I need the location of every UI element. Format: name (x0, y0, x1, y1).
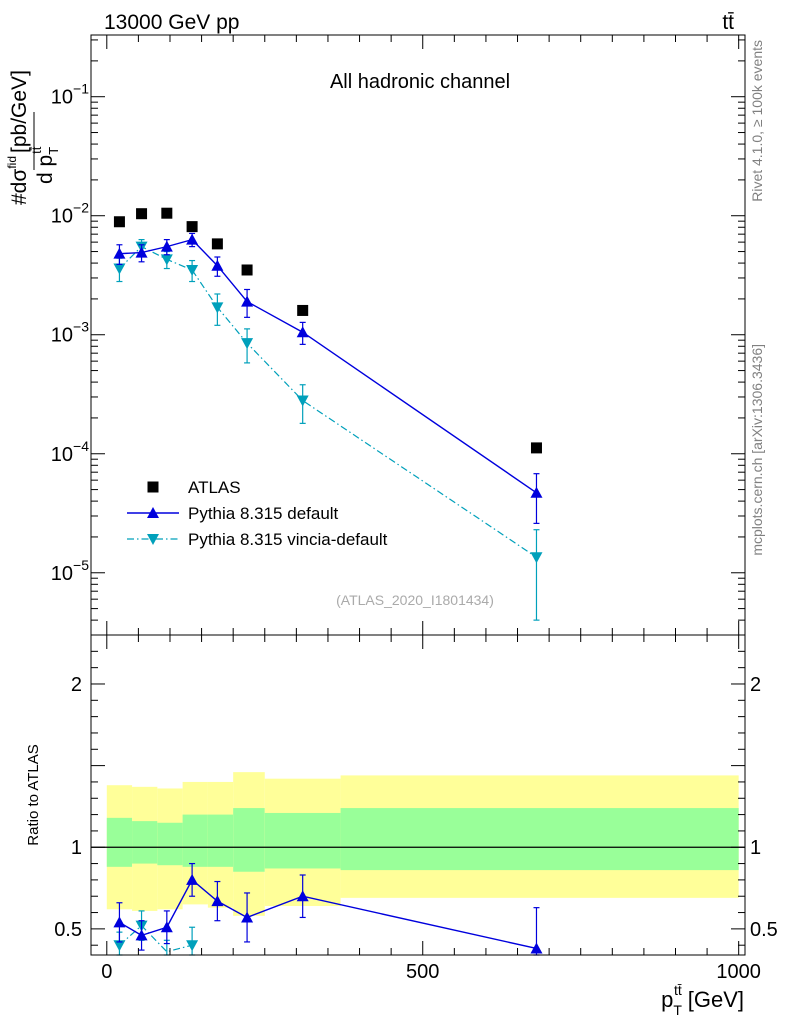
series-default-point (530, 486, 543, 498)
ratio-band-inner (106, 817, 133, 867)
series-atlas-point (297, 304, 309, 316)
ratio-default-point (186, 873, 199, 885)
main-panel: 10−1 10−2 10−3 10−4 10−5 All hadronic channe… (51, 34, 746, 636)
ratio-default-line (119, 878, 537, 950)
series-atlas-point (136, 208, 148, 220)
energy-label: 13000 GeV pp (104, 11, 239, 34)
y-label-denominator: d p (34, 155, 57, 184)
y-label-unit: [pb/GeV] (8, 70, 31, 153)
legend-atlas-marker (147, 481, 159, 493)
series-vincia-point (530, 552, 543, 564)
series-default-point (296, 326, 309, 338)
svg-text:#dσfid[pb/GeV]: #dσfid [pb/GeV] (5, 70, 31, 205)
ratio-default-point (113, 916, 126, 928)
series-default-point (113, 247, 126, 259)
ratio-y-label: Ratio to ATLAS (25, 744, 42, 845)
y-label-denominator-sup: tt̄ (29, 146, 44, 154)
y-tick-label: 10−4 (51, 438, 89, 466)
ratio-band-inner (340, 808, 739, 871)
ratio-y-tick-label: 0.5 (54, 919, 82, 941)
series-vincia-line (119, 245, 537, 558)
series-vincia-point (160, 254, 173, 266)
series-atlas-point (186, 221, 198, 233)
x-axis-label: pTtt̄ [GeV] (661, 982, 744, 1018)
y-label-numerator: #dσ (8, 169, 31, 205)
series-vincia-point (186, 264, 199, 276)
series-vincia-point (113, 263, 126, 275)
y-tick-label: 10−3 (51, 319, 89, 347)
y-tick-label: 10−5 (51, 557, 89, 585)
ratio-frame (90, 634, 746, 956)
ratio-default-point (530, 942, 543, 954)
y-tick-label: 10−1 (51, 81, 89, 109)
ratio-default-point (135, 929, 148, 941)
series-atlas-point (530, 442, 542, 454)
ratio-default-point (296, 890, 309, 902)
ratio-band-inner (233, 808, 265, 872)
mcplots-label: mcplots.cern.ch [arXiv:1306.3436] (749, 344, 765, 556)
ratio-vincia-point (186, 940, 199, 952)
series-vincia-point (211, 302, 224, 314)
series-default-line (119, 238, 537, 494)
series-atlas-point (113, 216, 125, 228)
y-label-denominator-sub: T (46, 147, 61, 155)
process-label: tt̄ (722, 11, 734, 34)
ratio-default-point (160, 921, 173, 933)
x-tick-label: 1000 (716, 961, 761, 983)
legend-default-marker (147, 507, 159, 518)
ratio-default-point (241, 911, 254, 923)
series-atlas-point (241, 264, 253, 276)
series-default-point (186, 233, 199, 245)
ratio-y-tick-label-right: 0.5 (750, 919, 778, 941)
ratio-y-tick-label-right: 2 (750, 674, 761, 696)
series-default-point (211, 259, 224, 271)
series-vincia-point (241, 338, 254, 350)
ratio-y-tick-label: 2 (71, 674, 82, 696)
series-atlas-point (211, 238, 223, 250)
legend-label: ATLAS (188, 478, 241, 497)
x-tick-label: 500 (406, 961, 439, 983)
svg-text:d pTtt̄: d pTtt̄ (29, 146, 61, 184)
legend: ATLAS Pythia 8.315 default Pythia 8.315 vi… (127, 478, 388, 549)
chart-title: All hadronic channel (330, 71, 510, 93)
ratio-y-tick-label: 1 (71, 837, 82, 859)
ratio-y-tick-label-right: 1 (750, 837, 761, 859)
ratio-band-inner (207, 814, 234, 867)
ratio-vincia-line (119, 924, 193, 953)
ratio-band-inner (182, 814, 208, 867)
ratio-band-inner (132, 821, 158, 864)
series-default-point (160, 240, 173, 252)
rivet-label: Rivet 4.1.0, ≥ 100k events (749, 40, 765, 202)
x-tick-label: 0 (101, 961, 112, 983)
ratio-default-point (211, 895, 224, 907)
y-tick-label: 10−2 (51, 200, 89, 228)
ratio-band-inner (157, 822, 183, 866)
legend-vincia-marker (147, 534, 159, 545)
series-default-point (135, 246, 148, 258)
ratio-panel: 0 500 1000 0.5 0.5 1 1 2 2 Ratio to ATLAS (25, 634, 778, 983)
legend-label: Pythia 8.315 vincia-default (188, 530, 388, 549)
analysis-id: (ATLAS_2020_I1801434) (336, 592, 494, 608)
series-atlas-point (161, 207, 173, 219)
y-axis-label: #dσfid [pb/GeV] d pTtt̄ (5, 70, 61, 205)
series-vincia-point (296, 395, 309, 407)
legend-label: Pythia 8.315 default (188, 504, 339, 523)
series-default-point (241, 295, 254, 307)
ratio-vincia-point (113, 940, 126, 952)
y-label-numerator-sup: fid (5, 156, 19, 169)
ratio-band-inner (264, 812, 341, 869)
